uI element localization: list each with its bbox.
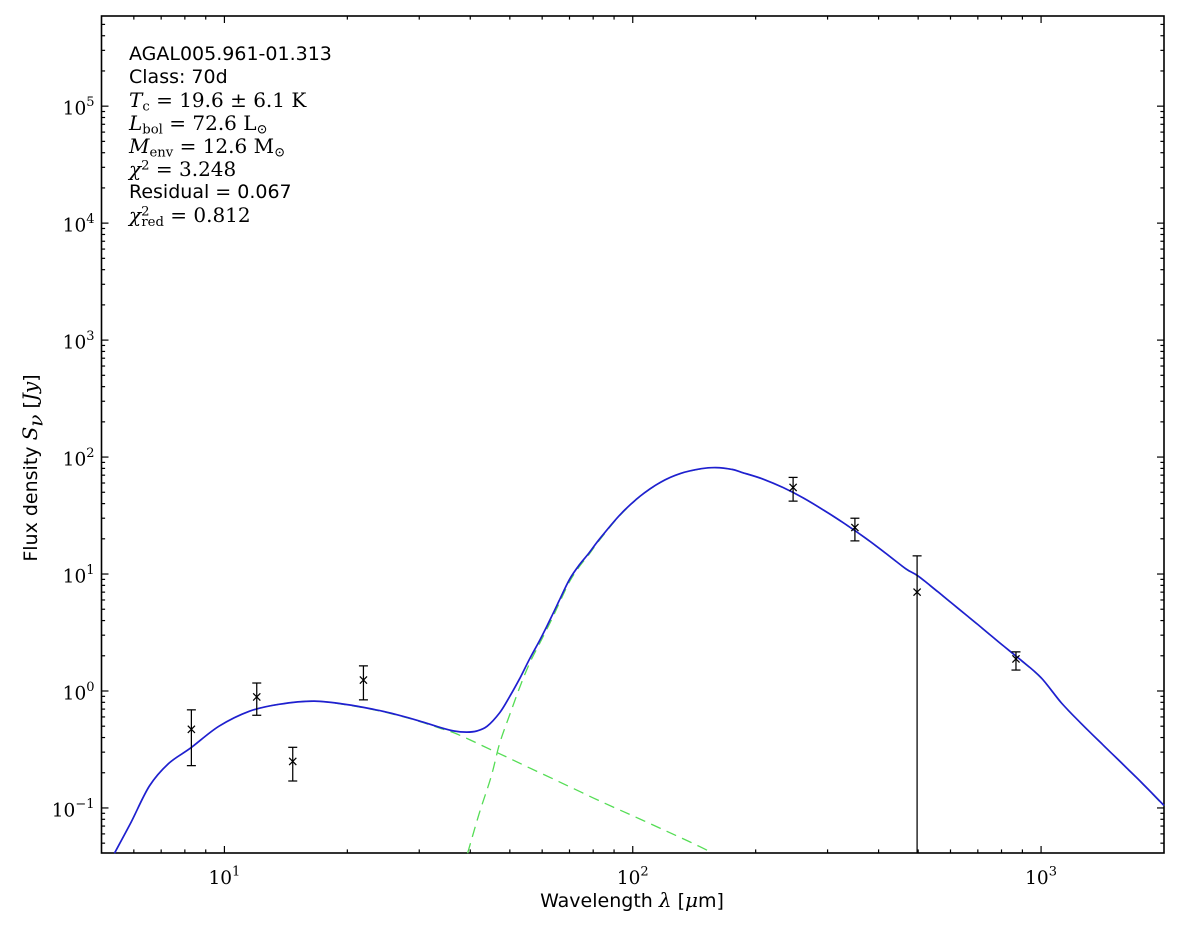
- text-segment: Jy: [18, 381, 42, 402]
- model-curve: [113, 466, 1165, 854]
- text-segment: χ: [129, 157, 142, 181]
- data-point: [252, 682, 262, 716]
- annotation-line-1: AGAL005.961-01.313: [129, 43, 332, 66]
- y-tick-label: 100: [63, 680, 95, 705]
- text-segment: ⊙: [256, 122, 268, 138]
- annotation-line-2: Class: 70d: [129, 66, 332, 89]
- text-segment: T: [129, 88, 143, 112]
- text-segment: [: [671, 890, 685, 912]
- annotation-line-7: Residual = 0.067: [129, 181, 332, 204]
- text-segment: 2: [141, 158, 150, 174]
- cold-component-curve: [466, 467, 1165, 854]
- text-segment: = 3.248: [149, 157, 237, 181]
- annotation-line-3: Tc = 19.6 ± 6.1 K: [129, 88, 332, 115]
- y-tick-label: 101: [63, 563, 95, 588]
- y-tick-label: 103: [63, 329, 95, 354]
- text-segment: ⊙: [274, 145, 286, 161]
- text-segment: λ: [658, 888, 672, 912]
- text-segment: Residual = 0.067: [129, 181, 292, 203]
- x-tick-label: 101: [209, 865, 241, 890]
- text-segment: = 19.6 ± 6.1 K: [149, 88, 307, 112]
- text-segment: AGAL005.961-01.313: [129, 43, 332, 65]
- annotation-line-8: χ2red = 0.812: [129, 203, 332, 230]
- text-segment: S: [18, 426, 42, 441]
- text-segment: bol: [142, 122, 163, 138]
- annotation-line-6: χ2 = 3.248: [129, 158, 332, 181]
- text-segment: c: [142, 99, 150, 115]
- text-segment: L: [129, 111, 143, 135]
- y-tick-label: 105: [63, 95, 95, 120]
- y-tick-label: 104: [63, 212, 95, 237]
- text-segment: [: [20, 401, 42, 415]
- text-segment: 2: [141, 204, 150, 220]
- y-tick-label: 10−1: [52, 797, 95, 822]
- text-segment: env: [149, 145, 174, 161]
- data-point: [850, 517, 860, 542]
- text-segment: Flux density: [20, 440, 42, 562]
- text-segment: m]: [697, 890, 724, 912]
- text-segment: μ: [684, 888, 698, 912]
- x-tick-label: 103: [1025, 865, 1057, 890]
- y-tick-label: 102: [63, 446, 95, 471]
- warm-component-curve: [113, 700, 713, 854]
- text-segment: ν: [23, 414, 48, 427]
- text-segment: χ: [129, 203, 142, 227]
- text-segment: red: [141, 214, 164, 230]
- data-point: [1011, 651, 1021, 671]
- text-segment: Class: 70d: [129, 66, 228, 88]
- text-segment: ]: [20, 374, 42, 382]
- x-tick-label: 102: [617, 865, 649, 890]
- fit-parameters-annotation: AGAL005.961-01.313 Class: 70d Tc = 19.6 ± …: [129, 43, 332, 230]
- text-segment: M: [129, 134, 150, 158]
- annotation-line-5: Menv = 12.6 M⊙: [129, 134, 332, 161]
- data-point: [288, 746, 298, 782]
- data-point: [788, 476, 798, 502]
- text-segment: = 0.812: [163, 203, 251, 227]
- data-point: [358, 665, 368, 701]
- text-segment: = 72.6 L: [162, 111, 257, 135]
- x-axis-title: Wavelength λ [μm]: [332, 888, 932, 912]
- data-point: [186, 709, 196, 767]
- y-axis-title: Flux density Sν [Jy]: [18, 374, 48, 562]
- text-segment: = 12.6 M: [173, 134, 275, 158]
- data-point: [912, 555, 922, 853]
- data-points: [186, 476, 1021, 853]
- axis-ticks: [101, 16, 1164, 853]
- annotation-line-4: Lbol = 72.6 L⊙: [129, 111, 332, 138]
- tick-labels: 101 102 103 10−1 100 101 102 103 104 105: [52, 95, 1057, 889]
- text-segment: Wavelength: [540, 890, 659, 912]
